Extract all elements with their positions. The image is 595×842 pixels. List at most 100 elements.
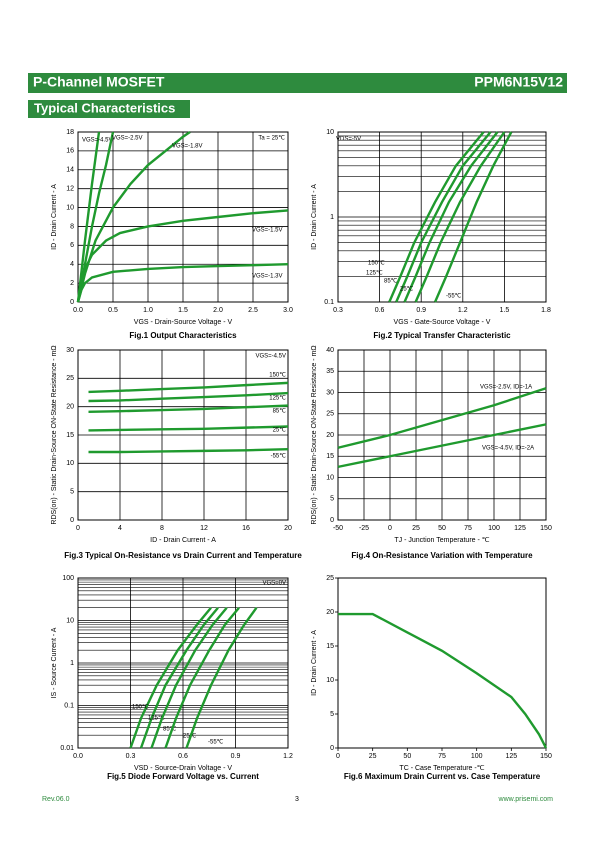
curve <box>88 391 289 403</box>
y-tick-label: 15 <box>326 643 334 650</box>
chart: 0.0 0.3 0.6 0.9 1.20.010.1110100150℃125℃85℃2… <box>51 575 293 781</box>
x-tick-label: -25 <box>359 525 369 532</box>
y-tick-label: 10 <box>326 129 334 136</box>
chart: 0 25 50 75 100 125 150 0 5 10 15 20 25 TC - Case Temp… <box>311 575 552 781</box>
series-label: VGS=-1.5V <box>252 228 283 234</box>
y-axis-label: IS - Source Current - A <box>51 627 58 698</box>
x-axis-label: ID - Drain Current - A <box>150 537 216 544</box>
x-tick-label: 125 <box>505 753 517 760</box>
x-tick-label: 20 <box>284 525 292 532</box>
y-tick-label: 18 <box>66 129 74 136</box>
annotation: VGS=0V <box>262 581 286 587</box>
curve <box>150 606 228 749</box>
y-tick-label: 5 <box>70 489 74 496</box>
x-tick-label: 25 <box>369 753 377 760</box>
y-tick-label: 25 <box>66 375 74 382</box>
series-label: 85℃ <box>384 279 398 285</box>
y-tick-label: 12 <box>66 186 74 193</box>
series-label: VGS=-2.5V <box>112 136 143 142</box>
annotation: VGS=-4.5V <box>255 354 286 360</box>
y-tick-label: 4 <box>70 261 74 268</box>
y-axis-label: ID - Drain Current - A <box>51 184 58 250</box>
section-title: Typical Characteristics <box>34 100 175 115</box>
caption: Fig.3 Typical On-Resistance vs Drain Cur… <box>64 551 302 560</box>
x-tick-label: 150 <box>540 525 552 532</box>
x-tick-label: 12 <box>200 525 208 532</box>
curve <box>433 131 513 303</box>
curve <box>395 131 492 303</box>
y-tick-label: 16 <box>66 148 74 155</box>
header-title: P-Channel MOSFET <box>33 74 165 90</box>
x-tick-label: 125 <box>514 525 526 532</box>
x-tick-label: 4 <box>118 525 122 532</box>
series-label: VGS=-2.5V, ID=-1A <box>480 385 532 391</box>
y-tick-label: 20 <box>326 432 334 439</box>
x-tick-label: 1.2 <box>283 753 293 760</box>
y-tick-label: 2 <box>70 280 74 287</box>
y-tick-label: 30 <box>66 347 74 354</box>
footer-page: 3 <box>295 796 299 803</box>
x-tick-label: 0.0 <box>73 307 83 314</box>
series-label: VGS=-1.3V <box>252 274 283 280</box>
y-tick-label: 14 <box>66 167 74 174</box>
y-axis-label: RDS(on) - Static Drain-Source ON-State R… <box>51 345 58 524</box>
y-tick-label: 20 <box>66 404 74 411</box>
chart: 0.3 0.6 0.9 1.2 1.5 1.8 0.1 1 10 150℃ 125℃85℃25℃ -5… <box>311 129 551 340</box>
y-tick-label: 35 <box>326 368 334 375</box>
y-tick-label: 25 <box>326 411 334 418</box>
x-tick-label: 0.5 <box>108 307 118 314</box>
y-tick-label: 10 <box>66 617 74 624</box>
x-axis-label: VGS - Drain-Source Voltage - V <box>134 319 233 326</box>
x-tick-label: 1.2 <box>458 307 468 314</box>
curve <box>139 606 219 749</box>
x-tick-label: 50 <box>438 525 446 532</box>
y-tick-label: 10 <box>66 204 74 211</box>
y-tick-label: 1 <box>70 660 74 667</box>
y-tick-label: 0.1 <box>64 702 74 709</box>
plot-frame <box>337 349 547 521</box>
x-tick-label: 1.8 <box>541 307 551 314</box>
plot-frame <box>77 577 289 749</box>
x-tick-label: 0.6 <box>178 753 188 760</box>
x-axis-label: TJ - Junction Temperature - ℃ <box>394 537 489 544</box>
y-tick-label: 15 <box>326 453 334 460</box>
series-label: 25℃ <box>273 428 287 434</box>
y-tick-label: 30 <box>326 389 334 396</box>
plot-frame <box>337 577 547 749</box>
series-label: -55℃ <box>271 454 287 460</box>
curve <box>403 131 499 303</box>
y-tick-label: 15 <box>66 432 74 439</box>
y-tick-label: 0 <box>70 517 74 524</box>
x-tick-label: 0 <box>76 525 80 532</box>
curve <box>88 425 289 432</box>
curve <box>337 423 547 469</box>
y-tick-label: 1 <box>330 214 334 221</box>
series-label: 150℃ <box>368 261 385 267</box>
x-tick-label: 75 <box>464 525 472 532</box>
plot-frame <box>77 131 289 303</box>
curve <box>76 209 289 303</box>
curve <box>337 387 547 449</box>
x-tick-label: 0 <box>388 525 392 532</box>
y-tick-label: 0 <box>330 517 334 524</box>
y-tick-label: 0.01 <box>60 745 74 752</box>
series-label: 85℃ <box>163 727 177 733</box>
y-tick-label: 40 <box>326 347 334 354</box>
series-label: 150℃ <box>269 373 286 379</box>
annotation: VDS=-5V <box>336 137 361 143</box>
curve <box>414 131 506 303</box>
series-label: VGS=-4.5V <box>82 138 113 144</box>
x-axis-label: VSD - Source-Drain Voltage - V <box>134 765 232 772</box>
curve <box>164 606 240 749</box>
y-tick-label: 0 <box>330 745 334 752</box>
plot-frame <box>77 349 289 521</box>
series-label: 125℃ <box>366 271 383 277</box>
curve <box>88 404 289 413</box>
x-tick-label: 75 <box>438 753 446 760</box>
x-tick-label: 25 <box>412 525 420 532</box>
x-tick-label: 50 <box>403 753 411 760</box>
x-tick-label: 0.3 <box>333 307 343 314</box>
x-tick-label: 8 <box>160 525 164 532</box>
series-label: 25℃ <box>400 287 414 293</box>
footer-website: www.prisemi.com <box>498 796 554 803</box>
